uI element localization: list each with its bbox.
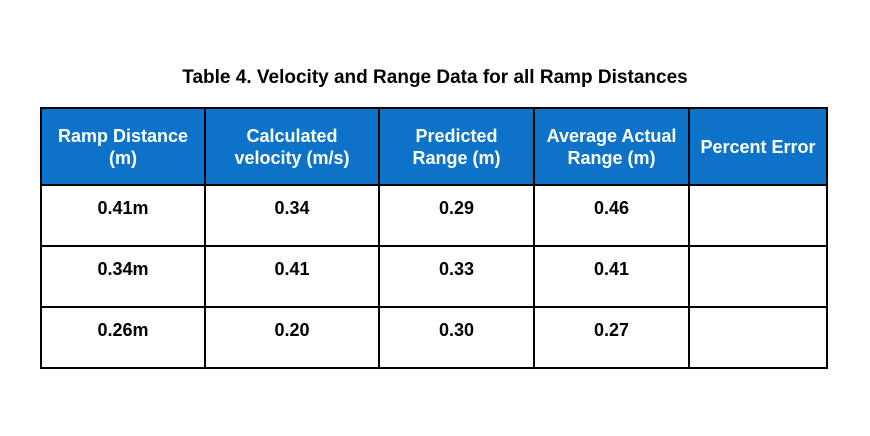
col-header-line1: Ramp Distance xyxy=(57,125,189,146)
cell-average-actual-range: 0.46 xyxy=(533,184,690,247)
col-header-line2: Range (m) xyxy=(412,147,501,168)
cell-calculated-velocity: 0.34 xyxy=(204,184,380,247)
col-header-percent-error: Percent Error xyxy=(688,107,828,186)
cell-ramp-distance: 0.26m xyxy=(40,306,206,369)
cell-average-actual-range: 0.41 xyxy=(533,245,690,308)
col-header-line2: velocity (m/s) xyxy=(234,147,350,168)
table-header-row: Ramp Distance (m) Calculated velocity (m… xyxy=(40,107,828,186)
table-caption: Table 4. Velocity and Range Data for all… xyxy=(182,67,688,88)
col-header-line1: Calculated xyxy=(246,125,338,146)
table-row: 0.26m 0.20 0.30 0.27 xyxy=(40,306,828,369)
cell-percent-error xyxy=(688,184,828,247)
velocity-range-data-table: Ramp Distance (m) Calculated velocity (m… xyxy=(40,107,828,369)
cell-average-actual-range: 0.27 xyxy=(533,306,690,369)
col-header-line1: Average Actual xyxy=(546,125,677,146)
col-header-line1: Predicted xyxy=(415,125,498,146)
col-header-line2: Range (m) xyxy=(567,147,656,168)
cell-percent-error xyxy=(688,245,828,308)
cell-calculated-velocity: 0.41 xyxy=(204,245,380,308)
col-header-calculated-velocity: Calculated velocity (m/s) xyxy=(204,107,380,186)
col-header-ramp-distance: Ramp Distance (m) xyxy=(40,107,206,186)
table-row: 0.34m 0.41 0.33 0.41 xyxy=(40,245,828,308)
cell-percent-error xyxy=(688,306,828,369)
cell-ramp-distance: 0.34m xyxy=(40,245,206,308)
col-header-average-actual-range: Average Actual Range (m) xyxy=(533,107,690,186)
col-header-predicted-range: Predicted Range (m) xyxy=(378,107,535,186)
col-header-line2: (m) xyxy=(109,147,137,168)
cell-ramp-distance: 0.41m xyxy=(40,184,206,247)
col-header-line1: Percent Error xyxy=(700,136,816,157)
cell-calculated-velocity: 0.20 xyxy=(204,306,380,369)
table-row: 0.41m 0.34 0.29 0.46 xyxy=(40,184,828,247)
cell-predicted-range: 0.33 xyxy=(378,245,535,308)
cell-predicted-range: 0.29 xyxy=(378,184,535,247)
cell-predicted-range: 0.30 xyxy=(378,306,535,369)
